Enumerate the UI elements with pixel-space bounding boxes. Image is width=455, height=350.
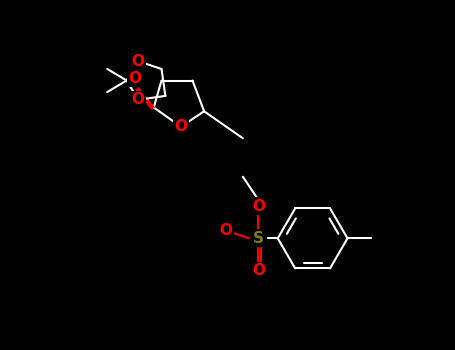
Text: O: O bbox=[219, 223, 233, 238]
Text: O: O bbox=[252, 263, 265, 278]
Text: O: O bbox=[132, 54, 145, 69]
Text: O: O bbox=[132, 92, 145, 107]
Text: S: S bbox=[253, 231, 264, 246]
Text: O: O bbox=[174, 119, 187, 134]
Text: O: O bbox=[252, 198, 265, 214]
Text: O: O bbox=[128, 71, 141, 86]
